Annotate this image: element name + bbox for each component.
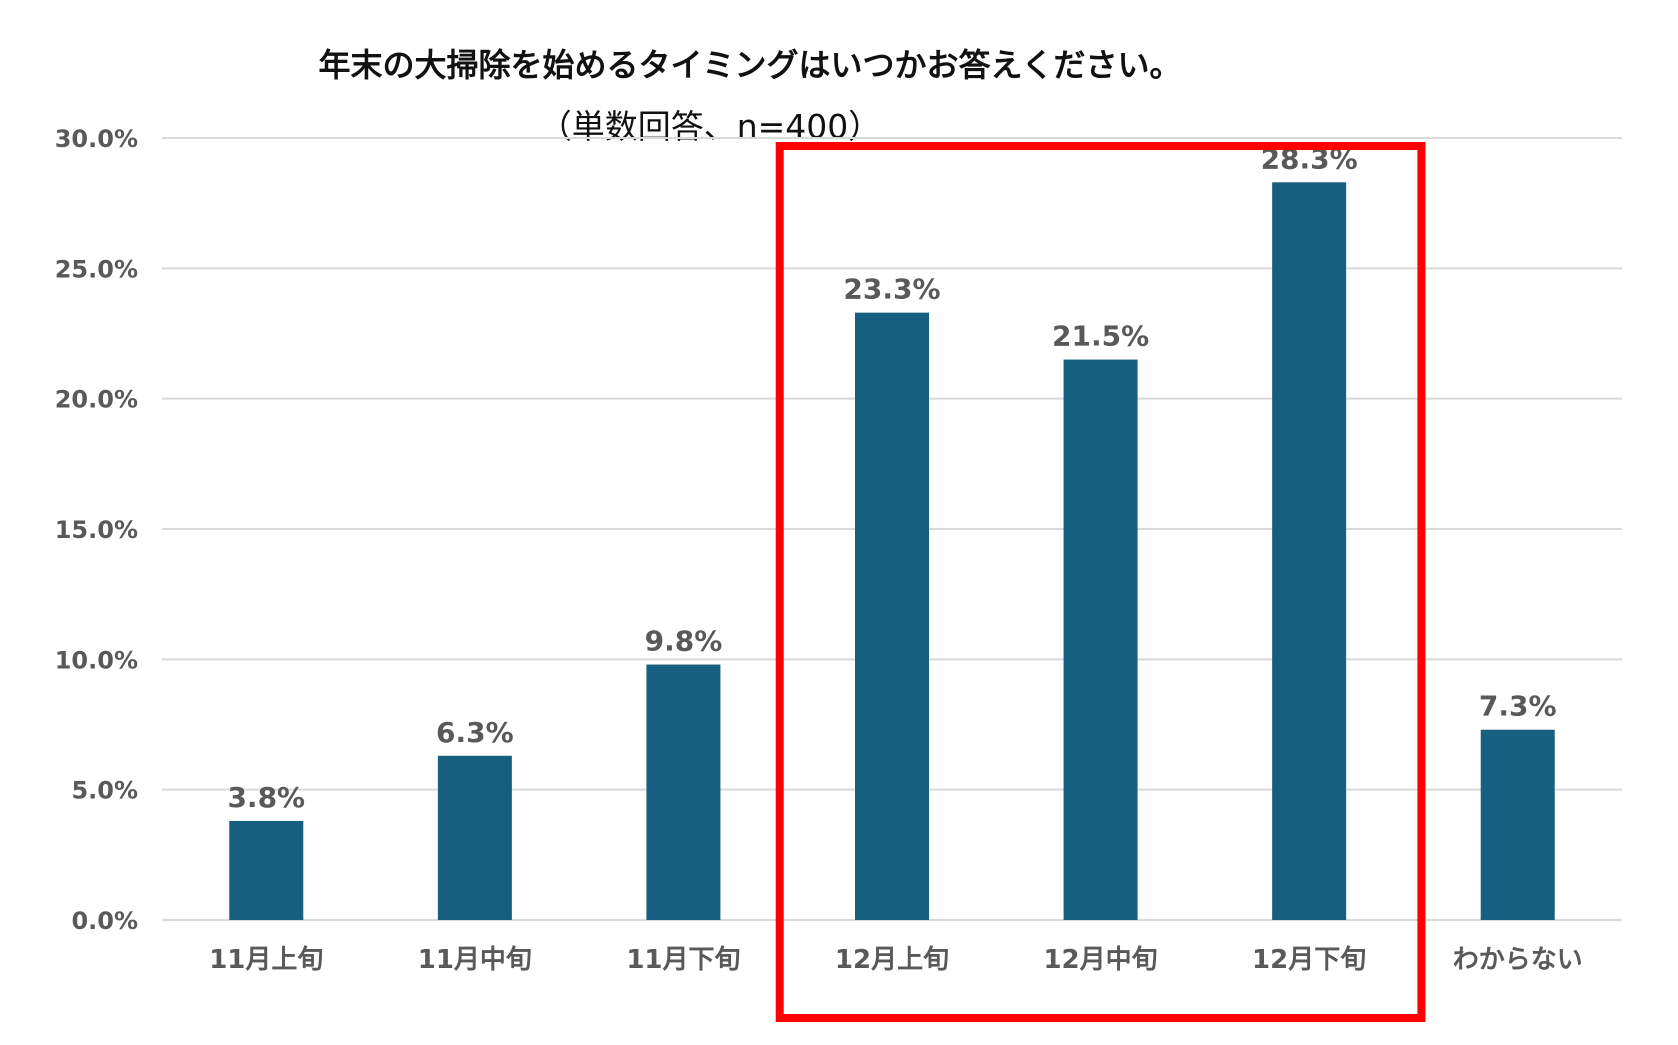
y-tick-label: 20.0% <box>55 386 138 414</box>
x-tick-label: 11月上旬 <box>209 945 323 975</box>
y-tick-label: 5.0% <box>71 777 138 805</box>
x-tick-label: 12月中旬 <box>1043 945 1157 975</box>
data-label: 23.3% <box>843 273 940 306</box>
y-tick-label: 0.0% <box>71 907 138 935</box>
bar <box>1272 182 1347 920</box>
data-label: 6.3% <box>436 716 514 749</box>
data-label: 3.8% <box>227 781 305 814</box>
x-tick-label: 11月下旬 <box>626 945 740 975</box>
data-label: 21.5% <box>1052 320 1149 353</box>
y-tick-label: 15.0% <box>55 516 138 544</box>
chart-title: 年末の大掃除を始めるタイミングはいつかお答えください。 <box>318 46 1182 84</box>
x-tick-label: 11月中旬 <box>418 945 532 975</box>
x-tick-label: 12月下旬 <box>1252 945 1366 975</box>
bar <box>855 312 929 920</box>
y-tick-label: 10.0% <box>55 646 138 674</box>
data-label: 7.3% <box>1479 690 1557 723</box>
highlight-box <box>775 142 1426 1022</box>
bar <box>229 820 304 920</box>
data-label: 9.8% <box>645 625 723 658</box>
x-tick-label: わからない <box>1453 945 1583 975</box>
y-tick-label: 25.0% <box>55 255 138 283</box>
y-tick-label: 30.0% <box>55 125 138 153</box>
chart-subtitle: （単数回答、n=400） <box>538 107 882 146</box>
bar <box>646 664 721 920</box>
bar <box>1480 729 1555 920</box>
x-tick-label: 12月上旬 <box>835 945 949 975</box>
bar <box>1063 359 1138 921</box>
bar <box>437 755 512 920</box>
